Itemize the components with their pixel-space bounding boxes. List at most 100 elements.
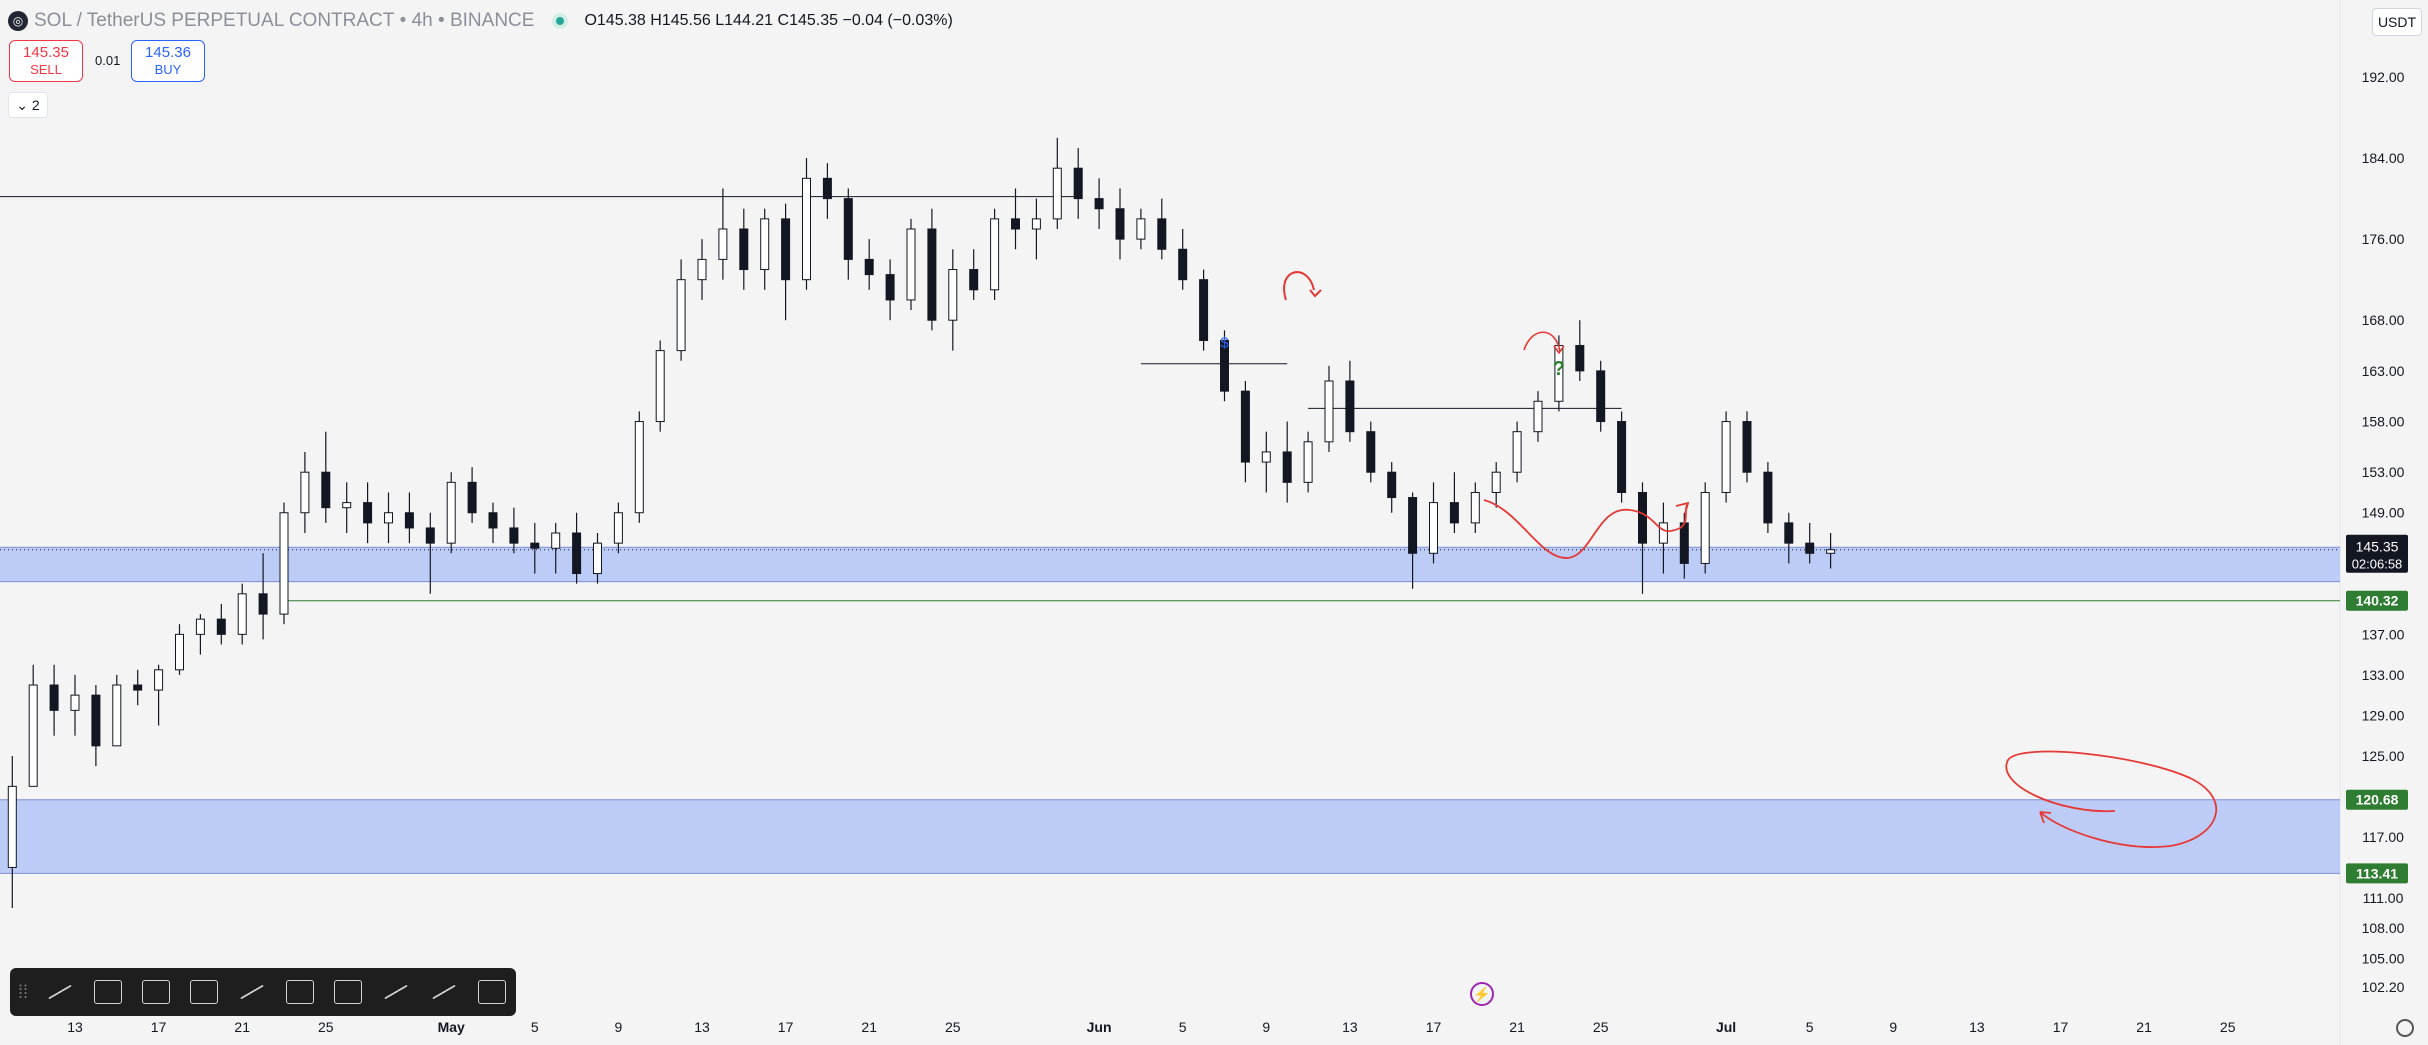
x-tick-label: 25	[2220, 1019, 2236, 1035]
x-tick-label: 13	[1342, 1019, 1358, 1035]
candle-body	[593, 542, 602, 575]
y-tick-label: 105.00	[2362, 951, 2405, 967]
candle	[1052, 137, 1062, 230]
price-label-text: 120.68	[2356, 792, 2399, 808]
candle-body	[990, 218, 1000, 291]
candle	[1011, 188, 1020, 250]
candle-body	[530, 542, 540, 549]
header-separator: •	[394, 10, 412, 31]
candle	[1700, 482, 1710, 574]
x-tick-label: 13	[694, 1019, 710, 1035]
candle-body	[822, 177, 832, 200]
x-tick-label: 21	[2136, 1019, 2152, 1035]
liquidity-annotation: $	[1220, 335, 1229, 352]
candle-body	[258, 593, 268, 615]
candle-body	[195, 618, 205, 635]
fib-tool-icon[interactable]	[276, 968, 324, 1016]
candle-body	[237, 593, 247, 635]
drawing-toolbar: ⁞⁞	[10, 968, 516, 1016]
x-tick-label: 25	[945, 1019, 961, 1035]
open-label: O	[584, 12, 597, 29]
candle	[321, 431, 331, 523]
rectangle-tool-icon[interactable]	[180, 968, 228, 1016]
candle	[1658, 502, 1668, 574]
trendline-tool-icon[interactable]	[36, 968, 84, 1016]
indicators-collapse-button[interactable]: ⌄ 2	[8, 92, 48, 118]
buy-button[interactable]: 145.36 BUY	[131, 40, 205, 82]
candle	[1282, 421, 1292, 503]
close-label: C	[777, 12, 790, 29]
candle-body	[133, 684, 143, 691]
demand-zone	[0, 799, 2340, 874]
parallel-channel-tool-icon[interactable]	[84, 968, 132, 1016]
price-label-box	[2346, 590, 2408, 611]
path-tool-icon[interactable]	[228, 968, 276, 1016]
toolbar-drag-handle-icon[interactable]: ⁞⁞	[18, 982, 29, 1002]
settings-gear-icon[interactable]	[2396, 1019, 2414, 1037]
candle-body	[1073, 167, 1083, 200]
candle	[133, 669, 143, 706]
candle-body	[1596, 370, 1606, 423]
y-tick-label: 133.00	[2362, 667, 2405, 683]
candle-body	[1240, 390, 1250, 463]
last-price-text: 145.35	[2356, 539, 2399, 555]
horizontal-ray-tool-icon[interactable]	[420, 968, 468, 1016]
x-tick-label: 21	[1509, 1019, 1525, 1035]
brush-tool-icon[interactable]	[324, 968, 372, 1016]
candle-body	[1408, 497, 1418, 554]
candle	[1178, 229, 1188, 290]
x-tick-label: May	[438, 1019, 465, 1035]
candle	[1324, 365, 1334, 452]
candle-body	[509, 527, 519, 544]
x-tick-label: 25	[1593, 1019, 1609, 1035]
candle	[593, 533, 602, 584]
candle-body	[1742, 421, 1752, 473]
y-tick-label: 129.00	[2362, 707, 2405, 723]
candle-body	[175, 633, 184, 671]
sell-button[interactable]: 145.35 SELL	[9, 40, 83, 82]
candle-body	[49, 684, 59, 711]
candle	[1784, 512, 1794, 564]
y-tick-label: 192.00	[2362, 69, 2405, 85]
candle-body	[1324, 380, 1334, 443]
y-tick-label: 158.00	[2362, 414, 2405, 430]
y-tick-label: 184.00	[2362, 150, 2405, 166]
candle	[739, 208, 749, 290]
candle-body	[91, 694, 101, 747]
candle	[70, 674, 80, 736]
drawings-layer	[1283, 271, 2218, 848]
candle-body	[279, 512, 289, 615]
candle-body	[739, 228, 749, 271]
candle-body	[425, 527, 435, 544]
candle-body	[1157, 218, 1167, 250]
candle-body	[112, 684, 122, 747]
candle-body	[404, 512, 414, 529]
more-tools-icon[interactable]	[468, 968, 516, 1016]
y-tick-label: 125.00	[2362, 748, 2405, 764]
text-tool-icon[interactable]	[132, 968, 180, 1016]
candle-body	[655, 350, 665, 423]
red-arc-drawing	[1283, 271, 1322, 301]
symbol-name[interactable]: SOL / TetherUS PERPETUAL CONTRACT	[34, 10, 395, 31]
candle	[1575, 320, 1585, 382]
candle	[697, 239, 707, 300]
candles-layer	[7, 137, 1836, 908]
candle	[1596, 360, 1606, 432]
candle-body	[613, 512, 623, 544]
candle	[1805, 522, 1815, 564]
event-flash-icon[interactable]: ⚡	[1470, 982, 1494, 1006]
candle-body	[1575, 345, 1585, 372]
candle	[1345, 360, 1355, 442]
currency-selector[interactable]: USDT	[2372, 8, 2422, 36]
chart-header: ◎ SOL / TetherUS PERPETUAL CONTRACT • 4h…	[8, 8, 953, 34]
candle-body	[363, 502, 373, 524]
ray-tool-icon[interactable]	[372, 968, 420, 1016]
candle-body	[488, 512, 498, 529]
candle	[1742, 411, 1752, 483]
candle	[864, 239, 874, 290]
candle-body	[342, 502, 352, 509]
candle-body	[718, 228, 728, 260]
interval-label[interactable]: 4h	[411, 10, 433, 31]
demand-zone	[0, 547, 2340, 582]
